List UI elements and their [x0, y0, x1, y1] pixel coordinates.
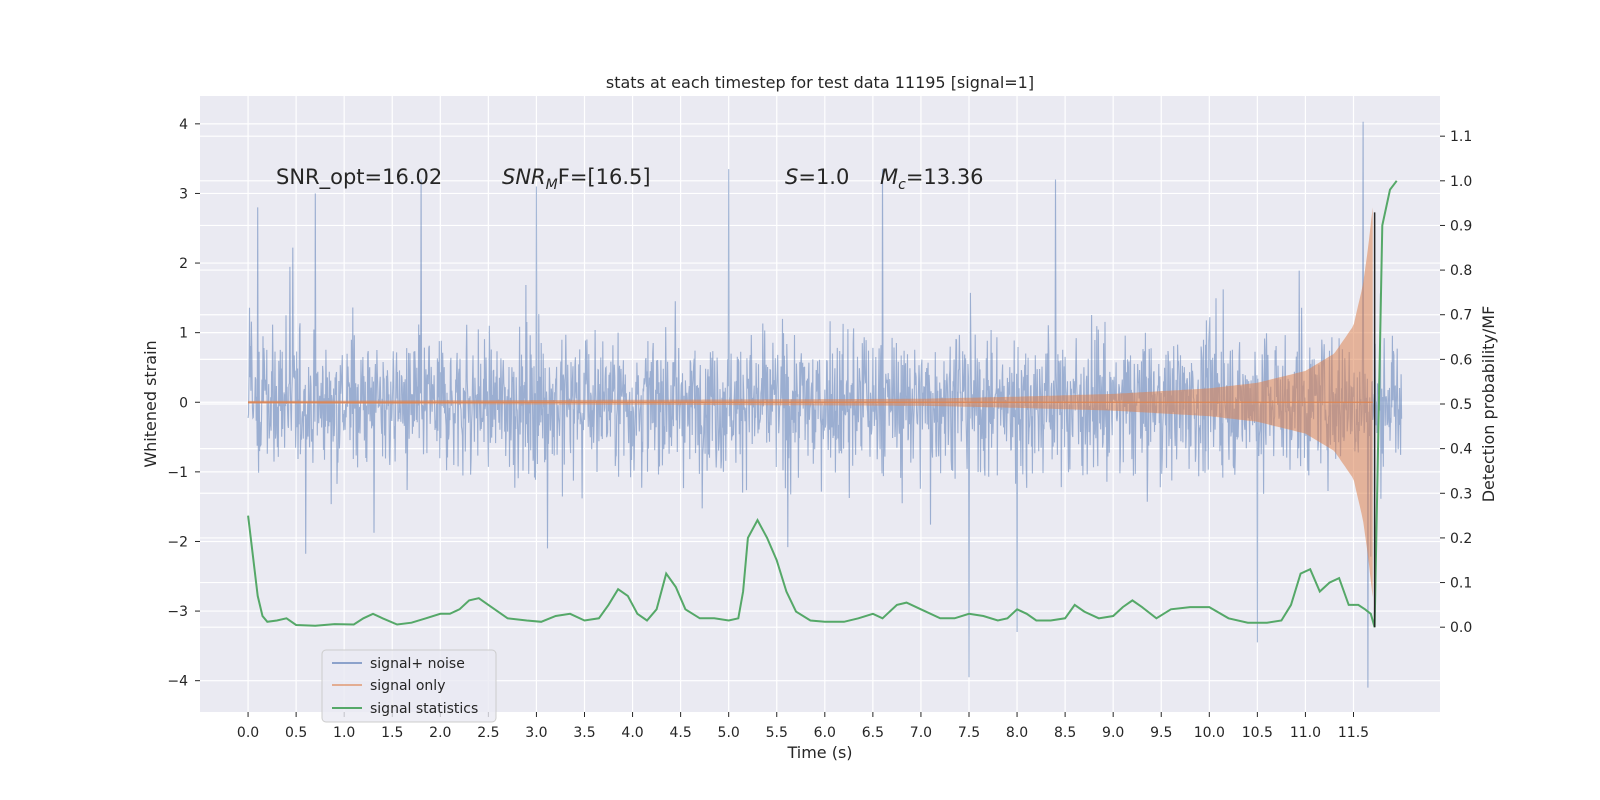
x-tick-label: 9.5	[1150, 725, 1172, 741]
signal-plus-noise-series	[247, 121, 1403, 688]
y2-axis-ticks: 0.0 0.1 0.2 0.3 0.4 0.5 0.6 0.7 0.8 0.9 1.0 1.1	[1440, 129, 1472, 636]
x-tick-label: 11.0	[1290, 725, 1321, 741]
y2-tick-label: 0.9	[1450, 218, 1472, 234]
signal-plus-noise-line	[247, 121, 1403, 688]
s-main: S	[785, 165, 798, 189]
y-tick-label: −3	[167, 604, 188, 620]
y-tick-label: 3	[179, 186, 188, 202]
x-tick-label: 3.5	[573, 725, 595, 741]
x-tick-label: 3.0	[525, 725, 547, 741]
y2-tick-label: 0.8	[1450, 263, 1472, 279]
y-tick-label: −1	[167, 465, 188, 481]
y2-tick-label: 0.3	[1450, 486, 1472, 502]
signal-only-series	[248, 207, 1373, 598]
x-tick-label: 1.0	[333, 725, 355, 741]
y2-tick-label: 1.0	[1450, 174, 1472, 190]
legend-box	[321, 649, 497, 723]
x-tick-label: 0.0	[237, 725, 259, 741]
y-tick-label: 0	[179, 395, 188, 411]
snr-mf-rest: F=[16.5]	[558, 165, 651, 189]
x-tick-label: 0.5	[285, 725, 307, 741]
y2-tick-label: 0.0	[1450, 620, 1472, 636]
x-tick-label: 6.0	[814, 725, 836, 741]
x-tick-label: 5.5	[766, 725, 788, 741]
x-axis-ticks: 0.0 0.5 1.0 1.5 2.0 2.5 3.0 3.5 4.0 4.5 5.0 5.5 6.0 6…	[237, 712, 1369, 741]
snr-mf-main: SNR	[502, 165, 546, 189]
x-tick-label: 8.0	[1006, 725, 1028, 741]
snr-opt-annotation: SNR_opt=16.02	[276, 165, 442, 190]
y-tick-label: −4	[167, 674, 188, 690]
mc-rest: =13.36	[906, 165, 984, 189]
x-tick-label: 5.0	[718, 725, 740, 741]
y2-tick-label: 0.2	[1450, 531, 1472, 547]
y-tick-label: 2	[179, 256, 188, 272]
x-axis-label: Time (s)	[786, 743, 852, 762]
x-tick-label: 10.0	[1194, 725, 1225, 741]
signal-statistics-line	[247, 180, 1398, 628]
mc-main: M	[880, 165, 898, 189]
x-tick-label: 7.0	[910, 725, 932, 741]
y-tick-label: −2	[167, 534, 188, 550]
snr-mf-sub: M	[546, 177, 558, 193]
y2-tick-label: 0.1	[1450, 576, 1472, 592]
y2-tick-label: 0.6	[1450, 352, 1472, 368]
chart-title: stats at each timestep for test data 111…	[606, 73, 1034, 92]
legend-label-signal-only: signal only	[370, 678, 445, 694]
x-tick-label: 7.5	[958, 725, 980, 741]
x-tick-label: 4.5	[669, 725, 691, 741]
s-rest: =1.0	[798, 165, 849, 189]
s-annotation: S=1.0	[785, 165, 849, 189]
x-tick-label: 1.5	[381, 725, 403, 741]
x-tick-label: 11.5	[1338, 725, 1369, 741]
y2-tick-label: 0.4	[1450, 442, 1472, 458]
x-tick-label: 4.0	[621, 725, 643, 741]
y2-tick-label: 0.7	[1450, 308, 1472, 324]
y2-tick-label: 1.1	[1450, 129, 1472, 145]
x-tick-label: 10.5	[1242, 725, 1273, 741]
mc-annotation: Mc=13.36	[880, 165, 984, 193]
x-tick-label: 2.5	[477, 725, 499, 741]
legend: signal+ noise signal only signal statist…	[321, 649, 497, 723]
x-tick-label: 9.0	[1102, 725, 1124, 741]
y2-tick-label: 0.5	[1450, 397, 1472, 413]
legend-label-signal-plus-noise: signal+ noise	[370, 656, 465, 672]
x-tick-label: 8.5	[1054, 725, 1076, 741]
y2-axis-label: Detection probability/MF	[1479, 306, 1498, 503]
x-tick-label: 6.5	[862, 725, 884, 741]
y-axis-ticks: −4 −3 −2 −1 0 1 2 3 4	[167, 117, 200, 690]
legend-label-signal-statistics: signal statistics	[370, 701, 478, 717]
signal-statistics-series	[247, 180, 1398, 628]
y-axis-label: Whitened strain	[141, 340, 160, 467]
y-tick-label: 1	[179, 326, 188, 342]
y-tick-label: 4	[179, 117, 188, 133]
x-tick-label: 2.0	[429, 725, 451, 741]
mc-sub: c	[898, 177, 906, 193]
snr-mf-annotation: SNRMF=[16.5]	[502, 165, 651, 193]
